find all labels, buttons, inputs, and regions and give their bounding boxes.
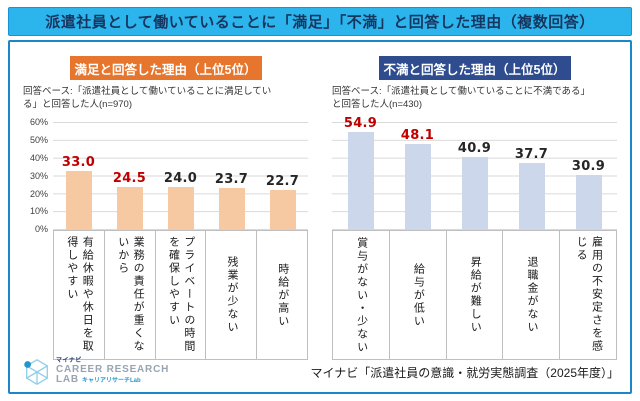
logo-line1-label: CAREER RESEARCH [56,363,170,375]
category-label-text: 業務の責任が重くないから [116,236,145,354]
category-cell: 残業が少ない [205,231,256,360]
y-axis-tick: 30% [29,170,48,181]
bar-value-label: 30.9 [571,159,606,175]
panel-dissatisfied: 不満と回答した理由（上位5位） 回答ベース:「派遣社員として働いていることに不満… [332,56,617,361]
bar-slot: 24.0 [155,123,206,231]
satisfied-base-note: 回答ベース:「派遣社員として働いていることに満足している」と回答した人(n=97… [23,86,272,111]
footer: マイナビ CAREER RESEARCH LAB キャリアリサーチLab マイナ… [22,355,619,389]
y-axis: 60% 50% 40% 30% 20% 10% 0% [23,117,53,234]
category-cell: 給与が低い [388,231,446,360]
bar [461,157,488,231]
bar-value-label: 33.0 [61,155,96,171]
bar-value-label: 22.7 [265,173,300,189]
bar-value-label: 24.5 [112,170,147,186]
category-label-text: 残業が少ない [225,256,238,335]
y-axis-tick: 0% [34,224,48,235]
category-label-text: 雇用の不安定さを感じる [575,236,603,354]
dissatisfied-plot-wrap: 54.9 48.1 40.9 37.7 30.9 [332,116,617,231]
category-label-text: 有給休暇や休日を取得しやすい [65,236,94,354]
category-cell: 雇用の不安定さを感じる [559,231,616,360]
bar-value-label: 23.7 [214,171,249,187]
y-axis-tick: 50% [29,135,48,146]
category-cell: 業務の責任が重くないから [103,231,155,360]
category-cell: プライベートの時間を確保しやすい [154,231,206,360]
bar [218,187,245,231]
bar-value-label: 54.9 [343,116,378,132]
satisfied-plot-wrap: 60% 50% 40% 30% 20% 10% 0% 33.0 24.5 24.0 23.7 22.… [23,117,308,234]
satisfied-header-badge: 満足と回答した理由（上位5位） [69,56,262,80]
bar-slot: 23.7 [206,123,257,231]
satisfied-bar-chart: 60% 50% 40% 30% 20% 10% 0% 33.0 24.5 24.0 23.7 22.… [23,117,308,361]
category-cell: 退職金がない [502,231,559,360]
bar [518,163,545,231]
main-content: 満足と回答した理由（上位5位） 回答ベース:「派遣社員として働いていることに満足… [8,40,632,394]
bar [269,189,296,231]
y-axis-tick: 40% [29,152,48,163]
category-label-text: プライベートの時間を確保しやすい [167,236,195,354]
bar-slot: 54.9 [332,116,389,231]
category-label-text: 時給が高い [276,262,289,328]
bar-value-label: 37.7 [514,147,549,162]
satisfied-plot-area: 33.0 24.5 24.0 23.7 22.7 [53,122,308,231]
category-cell: 有給休暇や休日を取得しやすい [54,231,104,359]
career-research-lab-logo: マイナビ CAREER RESEARCH LAB キャリアリサーチLab [22,357,169,387]
bar-slot: 33.0 [53,123,104,231]
category-cell: 賞与がない・少ない [333,231,389,359]
satisfied-category-labels: 有給休暇や休日を取得しやすい 業務の責任が重くないから プライベートの時間を確保しや… [53,230,308,361]
bar-slot: 37.7 [503,123,560,231]
bar-value-label: 48.1 [400,128,435,144]
bar-slot: 40.9 [446,123,503,231]
category-cell: 昇給が難しい [445,231,503,360]
bar-value-label: 24.0 [163,171,198,187]
category-label-text: 給与が低い [412,262,425,328]
panel-satisfied: 満足と回答した理由（上位5位） 回答ベース:「派遣社員として働いていることに満足… [23,56,308,361]
bar-slot: 30.9 [560,123,617,231]
dissatisfied-bar-chart: 54.9 48.1 40.9 37.7 30.9 賞与がない・少ない 給与が低い 昇給が難し… [332,116,617,361]
bar [116,186,143,231]
bar [347,132,374,231]
chart-panels: 満足と回答した理由（上位5位） 回答ベース:「派遣社員として働いていることに満足… [23,56,617,361]
dissatisfied-header-badge: 不満と回答した理由（上位5位） [378,56,571,80]
logo-line2: LAB キャリアリサーチLab [56,375,169,386]
logo-brand-label: マイナビ [56,358,82,365]
logo-jp-label: キャリアリサーチLab [81,378,141,385]
logo-text: マイナビ CAREER RESEARCH LAB キャリアリサーチLab [56,358,169,385]
logo-cube-icon [24,359,48,385]
bar-value-label: 40.9 [457,141,492,157]
bar [575,175,602,231]
category-label-text: 退職金がない [525,256,538,335]
bar-slot: 22.7 [257,123,308,231]
source-citation: マイナビ「派遣社員の意識・就労実態調査（2025年度）」 [310,365,619,380]
y-axis-tick: 60% [29,117,48,128]
y-axis-tick: 10% [29,206,48,217]
bar-slot: 48.1 [389,123,446,231]
dissatisfied-category-labels: 賞与がない・少ない 給与が低い 昇給が難しい 退職金がない 雇用の不安定さを感じる [332,230,617,361]
category-label-text: 賞与がない・少ない [355,236,368,354]
dissatisfied-base-note: 回答ベース:「派遣社員として働いていることに不満である」と回答した人(n=430… [332,86,591,111]
bar [65,171,92,231]
bar-slot: 24.5 [104,123,155,231]
bar [167,187,194,231]
logo-lab-label: LAB [56,374,79,386]
category-label-text: 昇給が難しい [469,256,482,335]
page-title: 派遣社員として働いていることに「満足」「不満」と回答した理由（複数回答） [8,7,632,36]
bar [404,144,431,231]
dissatisfied-plot-area: 54.9 48.1 40.9 37.7 30.9 [332,116,617,231]
category-cell: 時給が高い [256,231,307,360]
y-axis-tick: 20% [29,188,48,199]
